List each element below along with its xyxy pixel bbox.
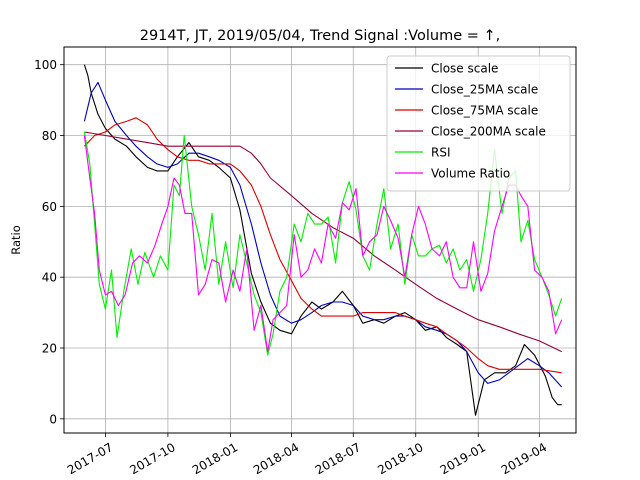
legend-label: Close scale bbox=[431, 62, 498, 76]
y-tick-label: 20 bbox=[42, 342, 57, 356]
legend-label: Close_200MA scale bbox=[431, 125, 546, 139]
x-tick-label: 2018-10 bbox=[375, 440, 425, 477]
x-tick-label: 2018-07 bbox=[313, 440, 363, 477]
chart-title: 2914T, JT, 2019/05/04, Trend Signal :Vol… bbox=[140, 28, 501, 44]
x-tick-label: 2019-01 bbox=[438, 440, 488, 477]
x-tick-label: 2018-01 bbox=[190, 440, 240, 477]
legend-box bbox=[386, 55, 571, 192]
y-tick-label: 0 bbox=[49, 412, 57, 426]
x-tick-label: 2018-04 bbox=[251, 440, 301, 477]
x-tick-label: 2017-07 bbox=[65, 440, 115, 477]
x-tick-label: 2019-04 bbox=[499, 440, 549, 477]
y-axis: 0 20 40 60 80 100 bbox=[34, 58, 64, 426]
legend-label: Close_25MA scale bbox=[431, 83, 538, 97]
series-line-volume-ratio bbox=[83, 135, 563, 353]
series-line-close-scale bbox=[83, 64, 562, 416]
y-tick-label: 60 bbox=[42, 200, 57, 214]
y-tick-label: 40 bbox=[42, 271, 57, 285]
series-line-close-25ma-scale bbox=[83, 81, 563, 388]
x-axis: 2017-07 2017-10 2018-01 2018-04 2018-07 2018-… bbox=[65, 433, 549, 477]
x-tick-label: 2017-10 bbox=[127, 440, 177, 477]
y-tick-label: 100 bbox=[34, 58, 57, 72]
legend-label: Close_75MA scale bbox=[431, 104, 538, 118]
y-tick-label: 80 bbox=[42, 129, 57, 143]
series-line-close-200ma-scale bbox=[84, 131, 562, 353]
legend: Close scale Close_25MA scale Close_75MA sc… bbox=[386, 55, 571, 192]
series-line-close-75ma-scale bbox=[84, 117, 562, 374]
series-line-rsi bbox=[83, 131, 563, 356]
legend-label: RSI bbox=[431, 146, 451, 160]
plot-frame bbox=[63, 46, 577, 434]
legend-label: Volume Ratio bbox=[431, 167, 510, 181]
series-lines bbox=[83, 64, 563, 416]
y-axis-label: Ratio bbox=[9, 225, 23, 255]
